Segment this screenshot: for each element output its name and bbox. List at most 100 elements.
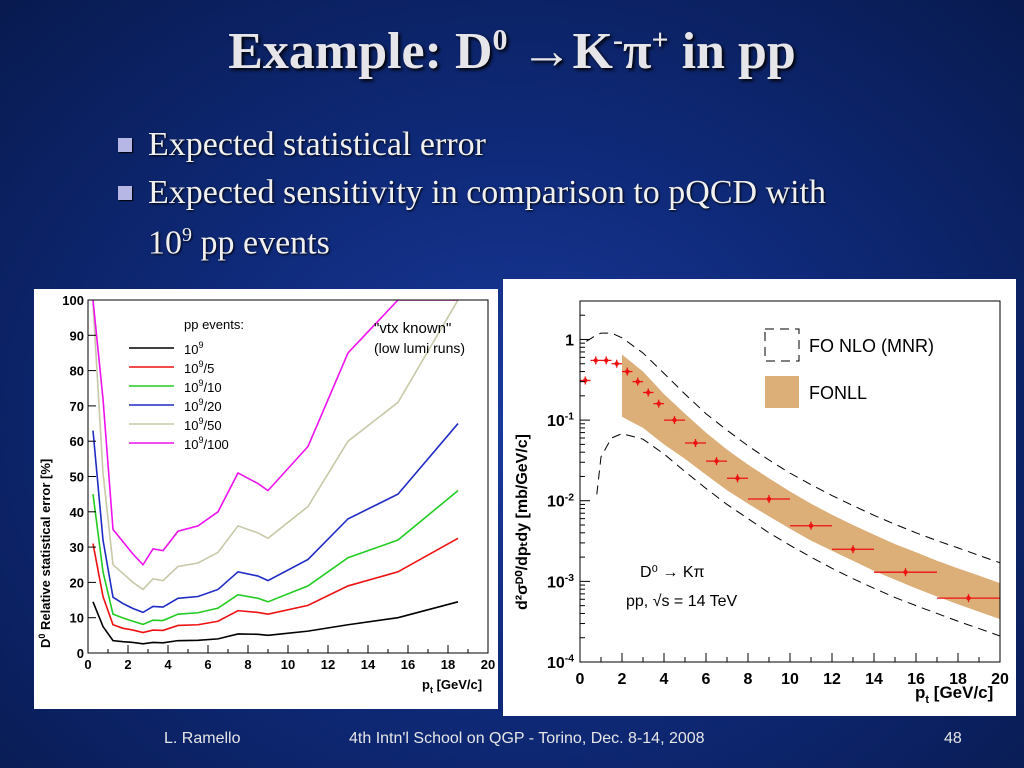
x-tick-label: 6	[204, 657, 211, 672]
y-tick-label: 90	[70, 328, 84, 343]
fonll-band	[622, 354, 1000, 620]
y-tick-label: 0	[77, 646, 84, 661]
data-point	[653, 399, 664, 408]
data-point-marker	[614, 361, 619, 366]
data-point	[590, 356, 601, 365]
x-tick-label: 12	[823, 671, 841, 688]
bullet-text: Expected statistical error	[148, 126, 486, 163]
data-point-marker	[625, 369, 630, 374]
data-point-marker	[808, 523, 814, 528]
legend-label: 109/10	[184, 378, 222, 395]
y-tick-label: 40	[70, 505, 84, 520]
y-axis-label: d²σᴰ⁰/dpₜdy [mb/GeV/c]	[514, 434, 531, 610]
bullet-item: Expected sensitivity in comparison to pQ…	[118, 172, 958, 264]
bullet-text-number: 10	[148, 224, 182, 262]
y-tick-label: 10-4	[547, 654, 574, 672]
x-tick-label: 8	[244, 657, 251, 672]
legend-swatch-fonll	[765, 376, 799, 408]
series-line-1	[92, 537, 459, 634]
data-point	[706, 457, 727, 466]
y-tick-label: 10-1	[547, 412, 574, 430]
x-axis-label: pt [GeV/c]	[915, 683, 993, 706]
series-line-2	[92, 490, 459, 626]
data-point	[727, 474, 748, 483]
data-point	[580, 376, 591, 385]
y-tick-label: 1	[565, 332, 574, 349]
x-tick-label: 2	[124, 657, 131, 672]
y-tick-label: 100	[62, 293, 84, 308]
x-tick-label: 18	[949, 671, 967, 688]
x-tick-label: 4	[660, 671, 669, 688]
y-tick-label: 60	[70, 434, 84, 449]
data-point-marker	[850, 547, 856, 552]
x-tick-label: 0	[84, 657, 91, 672]
data-point	[611, 359, 622, 368]
data-point	[937, 594, 1000, 603]
data-point-marker	[766, 496, 772, 502]
x-tick-label: 6	[702, 671, 711, 688]
title-kaon-charge: -	[612, 23, 623, 57]
x-tick-label: 20	[991, 671, 1009, 688]
data-point	[874, 568, 937, 577]
data-point-marker	[656, 401, 661, 406]
data-point	[643, 388, 654, 397]
data-point-marker	[735, 476, 740, 481]
footer-author: L. Ramello	[164, 730, 241, 747]
title-superscript: 0	[492, 23, 508, 57]
x-tick-label: 10	[281, 657, 295, 672]
title-kaon: K	[572, 23, 613, 80]
y-tick-label: 50	[70, 470, 84, 485]
x-tick-label: 14	[361, 657, 376, 672]
legend-label-fonll: FONLL	[809, 383, 867, 403]
series-line-5	[92, 300, 458, 567]
legend-label: 109	[184, 340, 203, 357]
data-point	[790, 521, 832, 530]
y-tick-label: 10-2	[547, 492, 574, 510]
slide-title: Example: D0 →K-π+ in pp	[0, 22, 1024, 81]
y-tick-label: 30	[70, 540, 84, 555]
data-point	[832, 545, 874, 554]
bullet-text-tail: pp events	[192, 224, 330, 262]
x-tick-label: 14	[865, 671, 883, 688]
x-tick-label: 2	[618, 671, 627, 688]
data-point	[748, 495, 790, 504]
data-point	[622, 367, 633, 376]
bullet-item: Expected statistical error	[118, 124, 958, 166]
legend-title: pp events:	[184, 317, 244, 332]
legend-label: 109/100	[184, 435, 229, 452]
data-point-marker	[693, 440, 698, 446]
data-point-marker	[714, 458, 719, 464]
x-tick-label: 12	[321, 657, 335, 672]
footer-page-number: 48	[944, 730, 962, 747]
annotation-vtx-known: "vtx known"	[374, 320, 451, 337]
title-pion: π	[622, 23, 652, 80]
legend-label: 109/20	[184, 397, 222, 414]
data-point-marker	[646, 390, 651, 395]
data-point-marker	[604, 358, 609, 363]
x-tick-label: 10	[781, 671, 799, 688]
statistical-error-chart: 0 2 4 6 8 10 12 14 16 18 20 0 10 20 30 40 50 60 70 80 90 100 D…	[37, 293, 495, 695]
legend-label: 109/5	[184, 359, 214, 376]
x-tick-label: 16	[401, 657, 415, 672]
title-rest: in pp	[668, 23, 796, 80]
data-point-marker	[635, 379, 640, 384]
annotation-process: D⁰ → Kπ	[640, 564, 705, 581]
series-line-3	[92, 423, 459, 614]
y-tick-label: 10	[70, 611, 84, 626]
x-tick-label: 4	[164, 657, 172, 672]
bullet-text: Expected sensitivity in comparison to pQ…	[148, 174, 827, 211]
cross-section-chart-panel: 0 2 4 6 8 10 12 14 16 18 20 1 10-1 10-2 10-3 10-4 d²σᴰ⁰/…	[503, 279, 1016, 716]
mnr-upper-curve	[586, 332, 1000, 564]
bullet-list: Expected statistical error Expected sens…	[118, 124, 958, 270]
x-tick-label: 20	[481, 657, 495, 672]
data-point	[664, 416, 685, 425]
legend-label: 109/50	[184, 416, 222, 433]
mnr-lower-curve	[596, 433, 1000, 637]
annotation-energy: pp, √s = 14 TeV	[626, 593, 738, 610]
x-axis-label: pt [GeV/c]	[422, 677, 482, 695]
bullet-text-exponent: 9	[182, 224, 192, 246]
x-tick-label: 8	[744, 671, 753, 688]
data-point-marker	[966, 595, 971, 601]
title-pion-charge: +	[651, 23, 669, 57]
x-tick-label: 0	[576, 671, 585, 688]
